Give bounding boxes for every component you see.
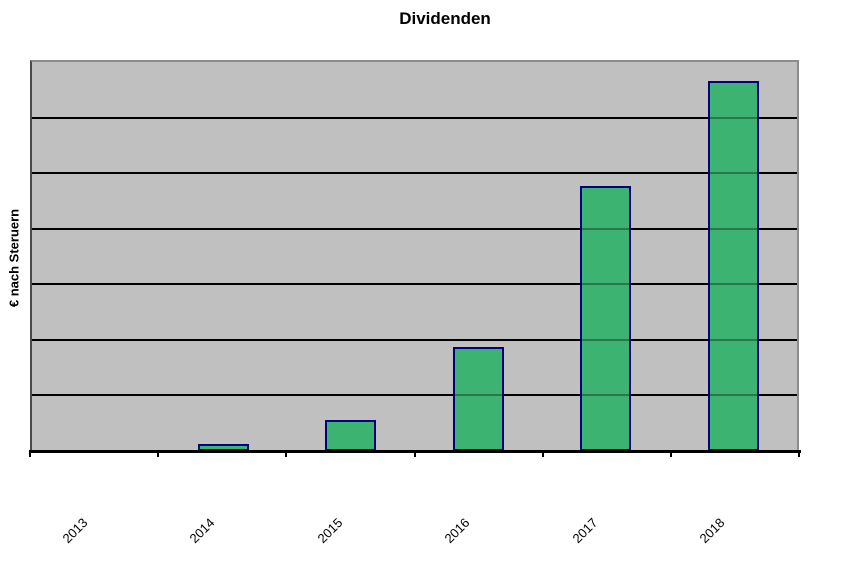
y-axis-label: € nach Steruern: [6, 208, 22, 308]
x-label-2017: 2017: [569, 515, 601, 547]
gridline: [32, 283, 797, 285]
x-axis-tick: [670, 451, 672, 457]
x-axis-tick: [157, 451, 159, 457]
x-axis-tick: [414, 451, 416, 457]
bar-2017: [580, 186, 631, 451]
plot-inner: [32, 62, 797, 451]
gridline: [32, 339, 797, 341]
bar-2018: [708, 81, 759, 451]
x-label-2015: 2015: [314, 515, 346, 547]
gridline-overlay: [32, 394, 797, 396]
gridline-overlay: [32, 228, 797, 230]
gridline: [32, 228, 797, 230]
gridline-overlay: [32, 117, 797, 119]
gridline: [32, 117, 797, 119]
chart-title: Dividenden: [399, 9, 491, 28]
x-label-2018: 2018: [696, 515, 728, 547]
x-axis-tick: [542, 451, 544, 457]
gridline: [32, 394, 797, 396]
gridline-overlay: [32, 283, 797, 285]
gridline-overlay: [32, 339, 797, 341]
x-axis-tick: [285, 451, 287, 457]
gridline: [32, 172, 797, 174]
x-axis-tick: [29, 451, 31, 457]
x-label-2016: 2016: [441, 515, 473, 547]
plot-area: [30, 60, 799, 451]
x-label-2013: 2013: [59, 515, 91, 547]
bar-2016: [453, 347, 504, 451]
gridline-overlay: [32, 172, 797, 174]
x-label-2014: 2014: [186, 515, 218, 547]
x-axis-tick: [798, 451, 800, 457]
bar-2015: [325, 420, 376, 451]
